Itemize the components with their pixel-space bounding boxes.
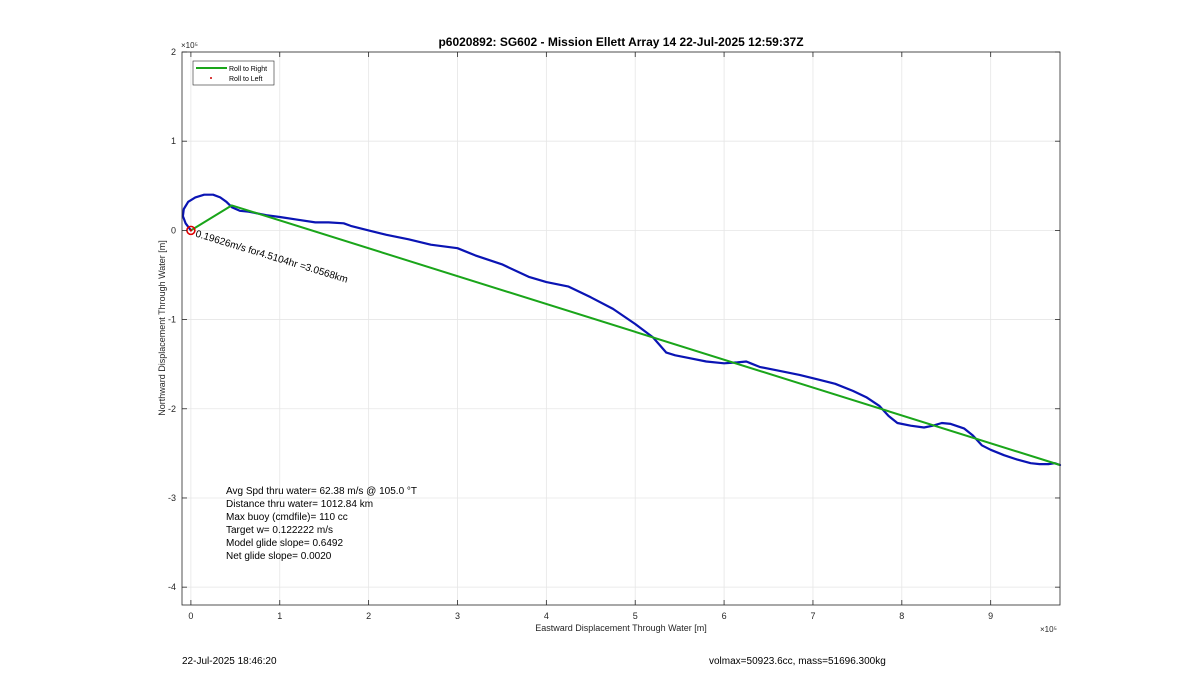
y-tick-label: -2	[168, 404, 176, 414]
legend-box	[192, 60, 275, 86]
footer-timestamp: 22-Jul-2025 18:46:20	[182, 656, 277, 667]
x-tick-label: 1	[277, 611, 282, 621]
stat-avg-speed: Avg Spd thru water= 62.38 m/s @ 105.0 °T	[226, 486, 417, 497]
x-tick-label: 8	[899, 611, 904, 621]
x-tick-label: 2	[366, 611, 371, 621]
stat-max-buoy: Max buoy (cmdfile)= 110 cc	[226, 512, 348, 523]
y-tick-label: -3	[168, 493, 176, 503]
x-tick-label: 3	[455, 611, 460, 621]
legend: Roll to Right Roll to Left	[192, 60, 275, 86]
stat-model-glide-slope: Model glide slope= 0.6492	[226, 538, 343, 549]
x-tick-label: 6	[722, 611, 727, 621]
legend-label-roll-right: Roll to Right	[229, 66, 267, 73]
y-axis-exponent: ×10⁵	[181, 41, 198, 50]
x-tick-label: 5	[633, 611, 638, 621]
y-tick-label: 1	[171, 136, 176, 146]
x-tick-label: 7	[810, 611, 815, 621]
y-tick-label: -1	[168, 315, 176, 325]
x-tick-label: 4	[544, 611, 549, 621]
axes-ticks: 0 1 2 3 4 5 6 7 8 9 -4 -3 -2 -1 0 1 2	[168, 47, 1060, 621]
legend-swatch-roll-left	[210, 77, 212, 79]
y-tick-label: 0	[171, 225, 176, 235]
y-axis-label: Northward Displacement Through Water [m]	[157, 240, 167, 416]
series-roll-left-point	[189, 229, 193, 232]
stat-target-w: Target w= 0.122222 m/s	[226, 525, 333, 536]
stats-block: Avg Spd thru water= 62.38 m/s @ 105.0 °T…	[226, 486, 417, 562]
footer-model-info: volmax=50923.6cc, mass=51696.300kg	[709, 656, 886, 667]
x-tick-label: 9	[988, 611, 993, 621]
stat-distance: Distance thru water= 1012.84 km	[226, 499, 373, 510]
plot-area-background	[182, 52, 1060, 605]
chart-title: p6020892: SG602 - Mission Ellett Array 1…	[438, 35, 803, 49]
series-roll-right-line	[190, 204, 1061, 466]
stat-net-glide-slope: Net glide slope= 0.0020	[226, 551, 332, 562]
plot-area-frame	[181, 51, 1061, 606]
y-tick-label: 2	[171, 47, 176, 57]
legend-label-roll-left: Roll to Left	[229, 76, 263, 83]
x-tick-label: 0	[188, 611, 193, 621]
x-axis-label: Eastward Displacement Through Water [m]	[535, 623, 707, 633]
x-axis-exponent: ×10⁵	[1040, 625, 1057, 634]
grid-lines	[182, 51, 1060, 605]
y-tick-label: -4	[168, 582, 176, 592]
